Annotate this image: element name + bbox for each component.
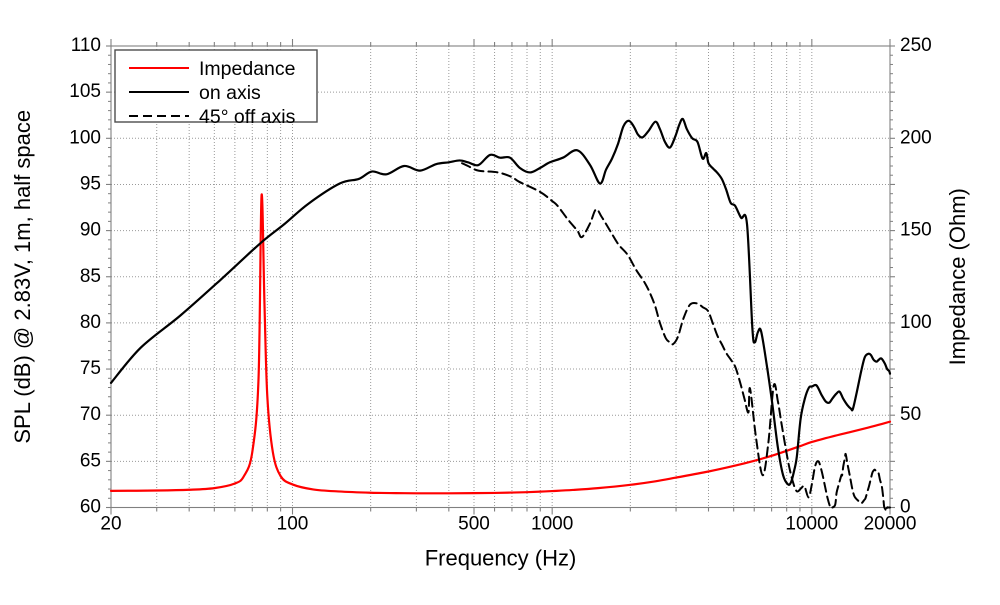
svg-text:150: 150 <box>900 220 932 241</box>
svg-text:on axis: on axis <box>199 82 261 104</box>
svg-text:SPL (dB) @ 2.83V, 1m, half spa: SPL (dB) @ 2.83V, 1m, half space <box>10 110 35 444</box>
svg-text:1000: 1000 <box>531 514 573 535</box>
svg-text:200: 200 <box>900 127 932 148</box>
svg-text:20: 20 <box>100 514 121 535</box>
svg-text:20000: 20000 <box>864 514 917 535</box>
svg-text:10000: 10000 <box>785 514 838 535</box>
svg-text:Frequency (Hz): Frequency (Hz) <box>425 546 577 571</box>
svg-text:75: 75 <box>80 358 101 379</box>
svg-text:105: 105 <box>69 81 101 102</box>
svg-text:85: 85 <box>80 266 101 287</box>
svg-text:45° off axis: 45° off axis <box>199 106 296 128</box>
svg-text:60: 60 <box>80 497 101 518</box>
svg-text:100: 100 <box>277 514 309 535</box>
svg-text:90: 90 <box>80 220 101 241</box>
svg-text:100: 100 <box>69 127 101 148</box>
svg-text:500: 500 <box>458 514 490 535</box>
svg-text:Impedance: Impedance <box>199 58 295 80</box>
svg-text:110: 110 <box>71 35 101 56</box>
svg-text:Impedance (Ohm): Impedance (Ohm) <box>945 188 970 365</box>
svg-text:250: 250 <box>900 35 932 56</box>
svg-text:80: 80 <box>80 312 101 333</box>
svg-text:100: 100 <box>900 312 932 333</box>
svg-text:50: 50 <box>900 404 921 425</box>
svg-text:65: 65 <box>80 450 101 471</box>
svg-text:70: 70 <box>80 404 101 425</box>
svg-text:95: 95 <box>80 173 101 194</box>
